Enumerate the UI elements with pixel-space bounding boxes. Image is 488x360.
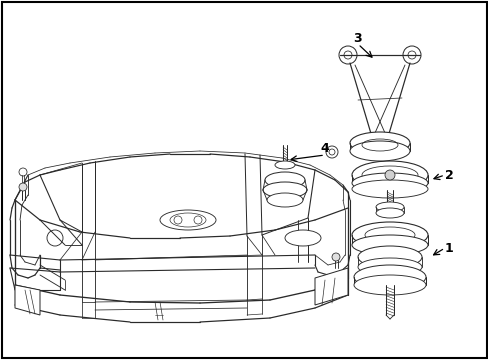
Ellipse shape	[351, 173, 427, 193]
Ellipse shape	[349, 132, 409, 154]
Ellipse shape	[349, 141, 409, 161]
Ellipse shape	[160, 210, 216, 230]
Polygon shape	[314, 268, 347, 305]
Ellipse shape	[357, 258, 421, 276]
Circle shape	[331, 253, 339, 261]
Ellipse shape	[375, 208, 403, 218]
Ellipse shape	[351, 235, 427, 255]
Circle shape	[19, 183, 27, 191]
Ellipse shape	[351, 161, 427, 189]
Ellipse shape	[263, 182, 306, 198]
Ellipse shape	[285, 230, 320, 246]
Text: 4: 4	[320, 141, 329, 154]
Ellipse shape	[266, 193, 303, 207]
Ellipse shape	[274, 161, 294, 169]
Ellipse shape	[351, 180, 427, 198]
Ellipse shape	[357, 246, 421, 268]
Text: 1: 1	[444, 242, 453, 255]
Polygon shape	[15, 285, 40, 315]
Ellipse shape	[353, 275, 425, 295]
Ellipse shape	[353, 265, 425, 289]
Text: 2: 2	[444, 168, 453, 181]
Ellipse shape	[375, 202, 403, 212]
Ellipse shape	[351, 222, 427, 248]
Circle shape	[384, 170, 394, 180]
Text: 3: 3	[353, 32, 362, 45]
Ellipse shape	[264, 172, 305, 188]
